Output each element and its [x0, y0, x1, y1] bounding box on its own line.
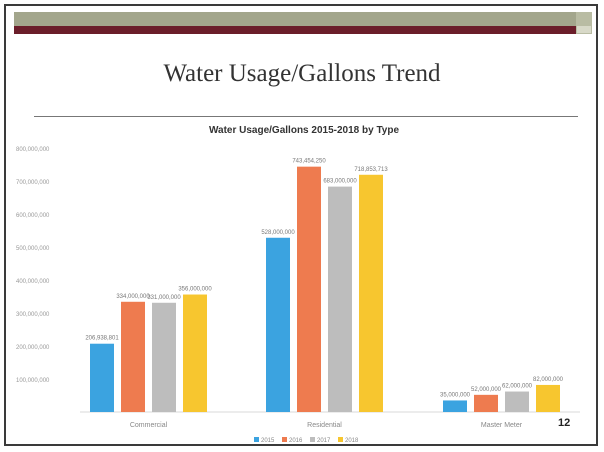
- data-label: 206,938,801: [85, 336, 119, 342]
- data-label: 35,000,000: [440, 392, 471, 398]
- legend-label: 2016: [289, 438, 303, 444]
- data-label: 356,000,000: [178, 287, 212, 293]
- bar-2017-1: [328, 186, 352, 412]
- y-tick-label: 100,000,000: [16, 378, 50, 384]
- y-tick-label: 800,000,000: [16, 147, 50, 153]
- legend-label: 2015: [261, 438, 275, 444]
- bar-2017-2: [505, 391, 529, 412]
- bar-2018-2: [536, 384, 560, 412]
- y-tick-label: 400,000,000: [16, 279, 50, 285]
- legend-swatch-2016: [282, 437, 287, 442]
- legend-label: 2018: [345, 438, 359, 444]
- slide-title: Water Usage/Gallons Trend: [163, 60, 441, 87]
- data-label: 62,000,000: [502, 384, 533, 390]
- data-label: 743,454,250: [292, 159, 326, 165]
- bar-2016-1: [297, 166, 321, 412]
- category-labels-group: Commercial Residential Master Meter: [130, 422, 523, 429]
- legend: 2015 2016 2017 2018: [254, 437, 359, 444]
- bar-2016-0: [121, 301, 145, 412]
- header-band: [14, 12, 576, 26]
- y-tick-label: 200,000,000: [16, 345, 50, 351]
- data-label: 52,000,000: [471, 387, 502, 393]
- legend-swatch-2018: [338, 437, 343, 442]
- y-axis-ticks: 100,000,000 200,000,000 300,000,000 400,000…: [16, 147, 50, 384]
- bar-2016-2: [474, 394, 498, 412]
- data-label: 718,853,713: [354, 167, 388, 173]
- data-label: 334,000,000: [116, 294, 150, 300]
- title-divider: [34, 116, 578, 117]
- bar-2017-0: [152, 302, 176, 412]
- header-accent-inner: [577, 26, 591, 33]
- y-tick-label: 500,000,000: [16, 246, 50, 252]
- y-tick-label: 700,000,000: [16, 180, 50, 186]
- bar-2018-1: [359, 174, 383, 412]
- legend-label: 2017: [317, 438, 331, 444]
- category-label: Commercial: [130, 422, 168, 429]
- data-label: 82,000,000: [533, 377, 564, 383]
- y-tick-label: 300,000,000: [16, 312, 50, 318]
- bar-2015-0: [90, 343, 114, 412]
- header-stripe: [14, 26, 576, 34]
- data-label: 528,000,000: [261, 230, 295, 236]
- y-tick-label: 600,000,000: [16, 213, 50, 219]
- data-label: 331,000,000: [147, 295, 181, 301]
- legend-swatch-2017: [310, 437, 315, 442]
- bar-2018-0: [183, 294, 207, 412]
- data-label: 683,000,000: [323, 179, 357, 185]
- bar-2015-1: [266, 237, 290, 412]
- legend-swatch-2015: [254, 437, 259, 442]
- chart-title: Water Usage/Gallons 2015-2018 by Type: [209, 125, 400, 136]
- bar-2015-2: [443, 400, 467, 412]
- category-label: Residential: [307, 422, 342, 429]
- page-number: 12: [558, 417, 571, 429]
- bars-group: [90, 166, 560, 412]
- category-label: Master Meter: [481, 422, 523, 429]
